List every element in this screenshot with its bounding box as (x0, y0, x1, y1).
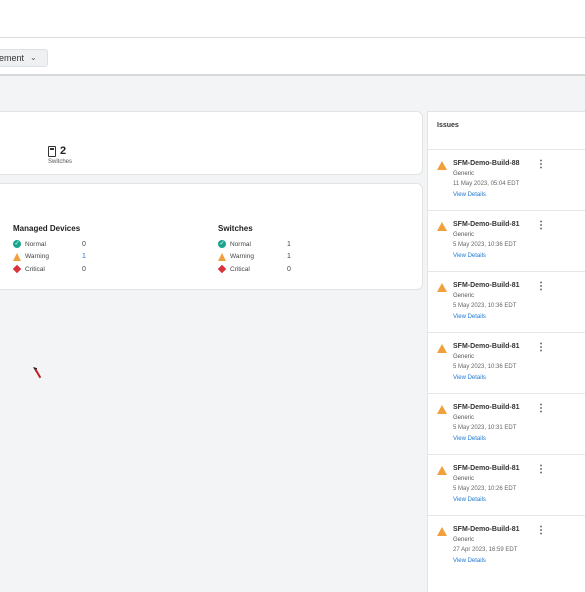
status-row-normal: ✓ Normal 1 (218, 238, 291, 251)
device-health-card: Managed Devices ✓ Normal 0 Warning 1 Crit… (0, 183, 423, 290)
warning-triangle-icon (437, 405, 447, 414)
issue-item: SFM-Demo-Build-81 ⋮ Generic 5 May 2023, … (428, 454, 585, 515)
view-details-link[interactable]: View Details (453, 436, 486, 442)
status-row-warning: Warning 1 (13, 251, 86, 264)
check-circle-icon: ✓ (218, 240, 226, 249)
status-count: 0 (287, 265, 291, 273)
issue-item: SFM-Demo-Build-81 ⋮ Generic 5 May 2023, … (428, 210, 585, 271)
issue-item: SFM-Demo-Build-88 ⋮ Generic 11 May 2023,… (428, 149, 585, 210)
issue-device-name: SFM-Demo-Build-81 (453, 465, 520, 472)
issue-device-name: SFM-Demo-Build-81 (453, 221, 520, 228)
issue-item: SFM-Demo-Build-81 ⋮ Generic 5 May 2023, … (428, 271, 585, 332)
mouse-cursor-icon (33, 365, 39, 373)
critical-diamond-icon (12, 265, 22, 274)
kebab-menu-icon[interactable]: ⋮ (536, 220, 546, 231)
issue-date: 5 May 2023, 10:36 EDT (453, 242, 517, 248)
warning-triangle-icon (437, 283, 447, 292)
switch-count: 2 (48, 145, 66, 157)
issue-type: Generic (453, 354, 475, 360)
issue-date: 5 May 2023, 10:36 EDT (453, 364, 517, 370)
warning-triangle-icon (437, 161, 447, 170)
status-label: Normal (25, 240, 46, 248)
issue-date: 11 May 2023, 05:04 EDT (453, 181, 520, 187)
issue-item: SFM-Demo-Build-81 ⋮ Generic 5 May 2023, … (428, 332, 585, 393)
issue-device-name: SFM-Demo-Build-81 (453, 343, 520, 350)
issue-date: 5 May 2023, 10:26 EDT (453, 486, 517, 492)
kebab-menu-icon[interactable]: ⋮ (536, 464, 546, 475)
status-count-link[interactable]: 1 (82, 253, 86, 261)
status-label: Warning (25, 253, 49, 261)
status-count: 0 (82, 240, 86, 248)
warning-triangle-icon (13, 252, 21, 261)
switches-status: Switches ✓ Normal 1 Warning 1 Critical 0 (217, 224, 291, 276)
view-select-dropdown[interactable]: ement ⌄ (0, 49, 48, 67)
kebab-menu-icon[interactable]: ⋮ (536, 342, 546, 353)
switch-count-value: 2 (60, 145, 67, 157)
status-label: Critical (25, 265, 45, 273)
status-label: Critical (230, 265, 250, 273)
status-count: 0 (82, 265, 86, 273)
issue-item: SFM-Demo-Build-81 ⋮ Generic 5 May 2023, … (428, 393, 585, 454)
kebab-menu-icon[interactable]: ⋮ (536, 281, 546, 292)
summary-card: 2 Switches (0, 111, 423, 175)
issue-date: 5 May 2023, 10:36 EDT (453, 303, 517, 309)
issue-date: 5 May 2023, 10:31 EDT (453, 425, 517, 431)
switches-title: Switches (218, 224, 253, 233)
issue-item: SFM-Demo-Build-81 ⋮ Generic 27 Apr 2023,… (428, 515, 585, 576)
issue-type: Generic (453, 232, 475, 238)
warning-triangle-icon (437, 466, 447, 475)
status-count: 1 (287, 240, 291, 248)
issue-device-name: SFM-Demo-Build-81 (453, 282, 520, 289)
status-row-critical: Critical 0 (12, 263, 86, 276)
kebab-menu-icon[interactable]: ⋮ (536, 403, 546, 414)
view-details-link[interactable]: View Details (453, 497, 486, 503)
top-header-bar (0, 0, 585, 38)
view-select-label: ement (0, 53, 25, 63)
view-details-link[interactable]: View Details (453, 253, 486, 259)
status-row-critical: Critical 0 (217, 263, 291, 276)
view-details-link[interactable]: View Details (453, 375, 486, 381)
issue-device-name: SFM-Demo-Build-81 (453, 526, 520, 533)
managed-devices-status: Managed Devices ✓ Normal 0 Warning 1 Crit… (12, 224, 86, 276)
issue-type: Generic (453, 171, 475, 177)
view-details-link[interactable]: View Details (453, 558, 486, 564)
issue-date: 27 Apr 2023, 16:59 EDT (453, 547, 518, 553)
status-label: Warning (230, 253, 254, 261)
status-row-warning: Warning 1 (218, 251, 291, 264)
status-row-normal: ✓ Normal 0 (13, 238, 86, 251)
view-details-link[interactable]: View Details (453, 192, 486, 198)
filter-toolbar: ement ⌄ (0, 38, 585, 76)
view-details-link[interactable]: View Details (453, 314, 486, 320)
issue-type: Generic (453, 537, 475, 543)
managed-devices-title: Managed Devices (13, 224, 81, 233)
issue-type: Generic (453, 415, 475, 421)
status-label: Normal (230, 240, 251, 248)
status-count: 1 (287, 253, 291, 261)
check-circle-icon: ✓ (13, 240, 21, 249)
kebab-menu-icon[interactable]: ⋮ (536, 525, 546, 536)
switch-device-icon (48, 145, 56, 157)
warning-triangle-icon (437, 527, 447, 536)
kebab-menu-icon[interactable]: ⋮ (536, 159, 546, 170)
switch-count-label: Switches (48, 159, 73, 165)
warning-triangle-icon (437, 344, 447, 353)
warning-triangle-icon (218, 252, 226, 261)
issue-type: Generic (453, 293, 475, 299)
chevron-down-icon: ⌄ (30, 53, 37, 62)
issue-device-name: SFM-Demo-Build-81 (453, 404, 520, 411)
warning-triangle-icon (437, 222, 447, 231)
issues-title: Issues (437, 122, 459, 129)
issue-device-name: SFM-Demo-Build-88 (453, 160, 520, 167)
issue-type: Generic (453, 476, 475, 482)
critical-diamond-icon (217, 265, 227, 274)
issues-panel: Issues SFM-Demo-Build-88 ⋮ Generic 11 Ma… (427, 111, 585, 592)
